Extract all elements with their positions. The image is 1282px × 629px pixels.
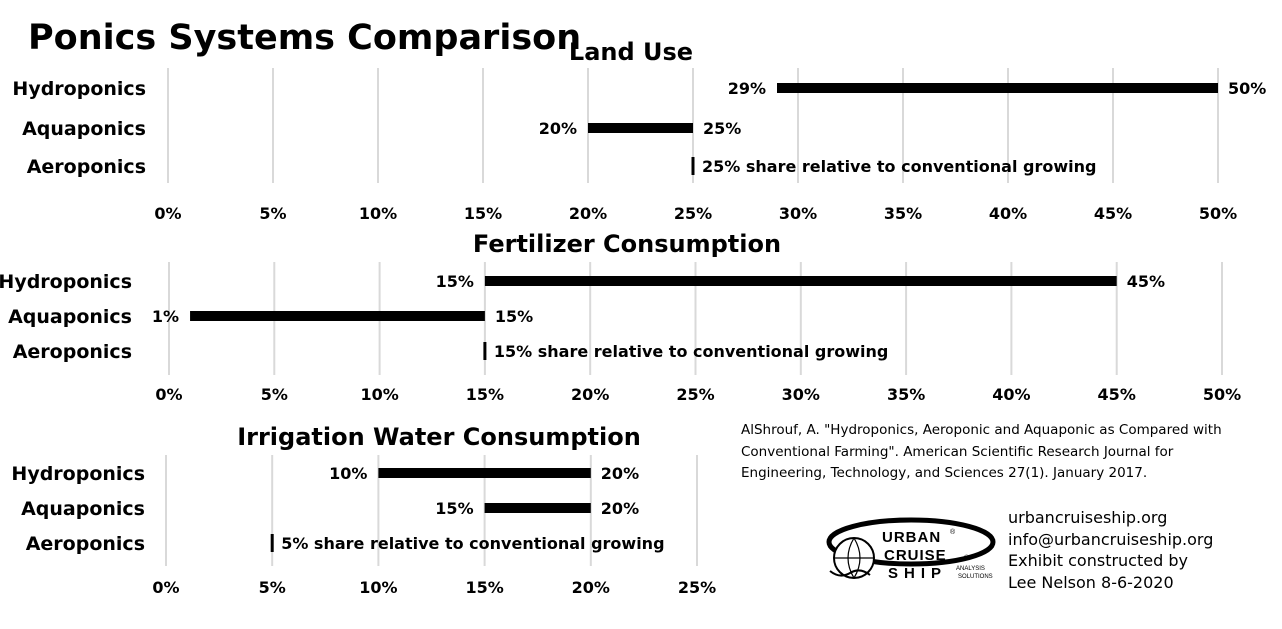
x-tick-label: 0%	[152, 578, 179, 597]
x-tick-label: 35%	[887, 385, 925, 404]
x-tick-label: 20%	[571, 385, 609, 404]
x-tick-label: 45%	[1094, 204, 1132, 223]
x-tick-label: 20%	[572, 578, 610, 597]
logo-tagline-2: SOLUTIONS	[958, 574, 993, 580]
range-start-label: 10%	[329, 464, 367, 483]
chart-title: Fertilizer Consumption	[473, 230, 781, 258]
category-label: Hydroponics	[11, 463, 145, 485]
range-bar	[484, 503, 591, 513]
logo-wave-icon	[829, 569, 871, 577]
x-tick-label: 0%	[154, 204, 181, 223]
point-marker	[270, 534, 274, 552]
x-tick-label: 10%	[359, 578, 397, 597]
range-bar	[484, 276, 1117, 286]
range-end-label: 20%	[601, 464, 639, 483]
logo-oval	[826, 517, 996, 567]
category-label: Aeroponics	[27, 156, 146, 178]
x-tick-label: 40%	[989, 204, 1027, 223]
category-label: Aquaponics	[8, 306, 132, 328]
range-bar	[588, 123, 693, 133]
aeroponics-annotation: 15% share relative to conventional growi…	[494, 342, 888, 361]
x-tick-label: 15%	[466, 385, 504, 404]
x-tick-label: 20%	[569, 204, 607, 223]
x-tick-label: 10%	[359, 204, 397, 223]
range-end-label: 20%	[601, 499, 639, 518]
x-tick-label: 25%	[676, 385, 714, 404]
x-tick-label: 50%	[1199, 204, 1237, 223]
range-end-label: 45%	[1127, 272, 1165, 291]
chart-title: Irrigation Water Consumption	[237, 423, 641, 451]
range-end-label: 50%	[1228, 79, 1266, 98]
x-tick-label: 15%	[465, 578, 503, 597]
category-label: Hydroponics	[0, 271, 132, 293]
logo-mark-2: ©	[964, 554, 970, 562]
x-tick-label: 5%	[261, 385, 288, 404]
x-tick-label: 45%	[1098, 385, 1136, 404]
website-text: urbancruiseship.org	[1008, 508, 1168, 527]
category-label: Aquaponics	[22, 118, 146, 140]
point-marker	[483, 342, 487, 360]
logo-globe-meridian	[834, 537, 874, 579]
x-tick-label: 35%	[884, 204, 922, 223]
category-label: Aeroponics	[26, 533, 145, 555]
x-tick-label: 15%	[464, 204, 502, 223]
range-start-label: 1%	[152, 307, 179, 326]
range-start-label: 20%	[539, 119, 577, 138]
x-tick-label: 50%	[1203, 385, 1241, 404]
range-bar	[190, 311, 485, 321]
urban-cruise-ship-logo: URBAN ® CRUISE SHIP ANALYSIS SOLUTIONS ©	[826, 517, 996, 582]
logo-line-1: URBAN	[882, 529, 941, 546]
range-end-label: 15%	[495, 307, 533, 326]
aeroponics-annotation: 5% share relative to conventional growin…	[281, 534, 664, 553]
credit-line-1: Exhibit constructed by	[1008, 551, 1188, 570]
point-marker	[691, 157, 695, 175]
x-tick-label: 10%	[360, 385, 398, 404]
range-bar	[777, 83, 1218, 93]
aeroponics-annotation: 25% share relative to conventional growi…	[702, 157, 1096, 176]
category-label: Aeroponics	[13, 341, 132, 363]
x-tick-label: 5%	[259, 578, 286, 597]
citation-text: AlShrouf, A. "Hydroponics, Aeroponic and…	[741, 422, 1222, 481]
x-tick-label: 30%	[782, 385, 820, 404]
x-tick-label: 25%	[674, 204, 712, 223]
range-start-label: 29%	[728, 79, 766, 98]
x-tick-label: 5%	[259, 204, 286, 223]
category-label: Aquaponics	[21, 498, 145, 520]
credit-line-2: Lee Nelson 8-6-2020	[1008, 572, 1174, 592]
chart-title: Land Use	[569, 38, 693, 66]
logo-tagline-1: ANALYSIS	[956, 566, 985, 572]
x-tick-label: 25%	[678, 578, 716, 597]
range-bar	[378, 468, 591, 478]
contact-block: urbancruiseship.org info@urbancruiseship…	[1008, 507, 1213, 593]
range-end-label: 25%	[703, 119, 741, 138]
x-tick-label: 0%	[155, 385, 182, 404]
range-start-label: 15%	[436, 272, 474, 291]
logo-line-2: CRUISE	[884, 547, 947, 564]
category-label: Hydroponics	[12, 78, 146, 100]
range-start-label: 15%	[435, 499, 473, 518]
x-tick-label: 40%	[992, 385, 1030, 404]
email-text: info@urbancruiseship.org	[1008, 529, 1214, 549]
main-title: Ponics Systems Comparison	[28, 18, 582, 58]
logo-mark: ®	[950, 528, 956, 536]
x-tick-label: 30%	[779, 204, 817, 223]
logo-line-3: SHIP	[888, 565, 947, 582]
